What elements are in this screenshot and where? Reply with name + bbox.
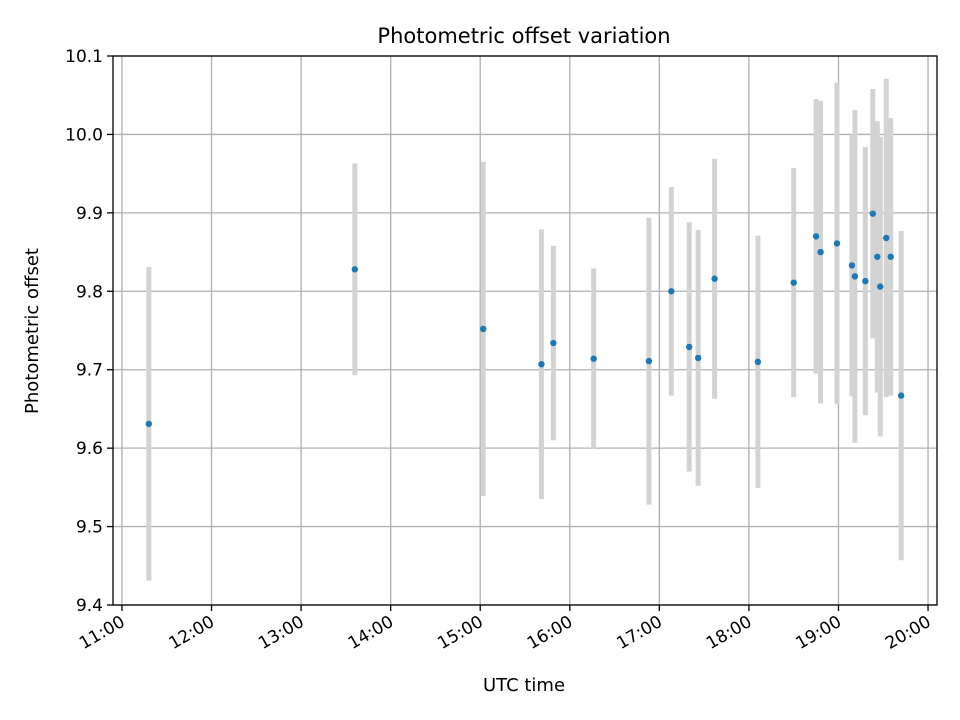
y-tick-label: 9.8 (76, 282, 103, 302)
error-bars (146, 78, 904, 581)
x-tick-label: 20:00 (882, 612, 934, 654)
data-point (145, 420, 153, 428)
data-point (851, 273, 859, 280)
y-tick-label: 10.0 (65, 125, 103, 145)
x-tick-label: 19:00 (793, 612, 845, 654)
y-tick-label: 9.5 (76, 518, 103, 538)
data-point (874, 253, 881, 260)
chart-title: Photometric offset variation (377, 24, 670, 48)
data-point (817, 248, 824, 256)
data-points (145, 210, 905, 428)
y-axis-title: Photometric offset (22, 248, 43, 414)
x-tick-label: 11:00 (76, 612, 128, 654)
data-point (869, 210, 877, 217)
y-tick-label: 9.9 (76, 204, 103, 224)
data-point (883, 234, 890, 242)
data-point (480, 325, 487, 333)
y-tick-label: 9.7 (76, 361, 103, 381)
data-point (645, 357, 653, 365)
data-point (877, 283, 884, 290)
x-axis: 11:00 12:00 13:00 14:00 15:00 16:00 17:00 18:00… (76, 605, 935, 654)
data-point (550, 339, 557, 347)
x-tick-label: 17:00 (613, 612, 665, 654)
data-point (887, 253, 894, 260)
x-tick-label: 18:00 (703, 612, 755, 654)
data-point (790, 279, 797, 286)
data-point (862, 277, 869, 285)
data-point (686, 343, 693, 351)
data-point (590, 355, 597, 362)
data-point (694, 354, 702, 362)
x-axis-title: UTC time (483, 675, 565, 696)
data-point (833, 240, 841, 247)
data-point (351, 266, 359, 273)
grid (113, 55, 937, 606)
data-point (668, 288, 675, 295)
x-tick-label: 15:00 (434, 612, 486, 654)
data-point (754, 358, 762, 366)
x-tick-label: 14:00 (345, 612, 397, 654)
data-point (897, 392, 905, 399)
x-tick-label: 13:00 (255, 612, 307, 654)
data-point (848, 262, 856, 269)
plot-frame (112, 55, 938, 606)
y-tick-label: 9.6 (76, 439, 103, 459)
y-axis: 9.4 9.5 9.6 9.7 9.8 9.9 10.0 10.1 (65, 47, 113, 616)
y-tick-label: 9.4 (76, 596, 103, 616)
x-tick-label: 12:00 (166, 612, 218, 654)
data-point (812, 233, 820, 240)
data-point (711, 275, 718, 282)
y-tick-label: 10.1 (65, 47, 103, 67)
data-point (538, 361, 545, 368)
x-tick-label: 16:00 (524, 612, 576, 654)
